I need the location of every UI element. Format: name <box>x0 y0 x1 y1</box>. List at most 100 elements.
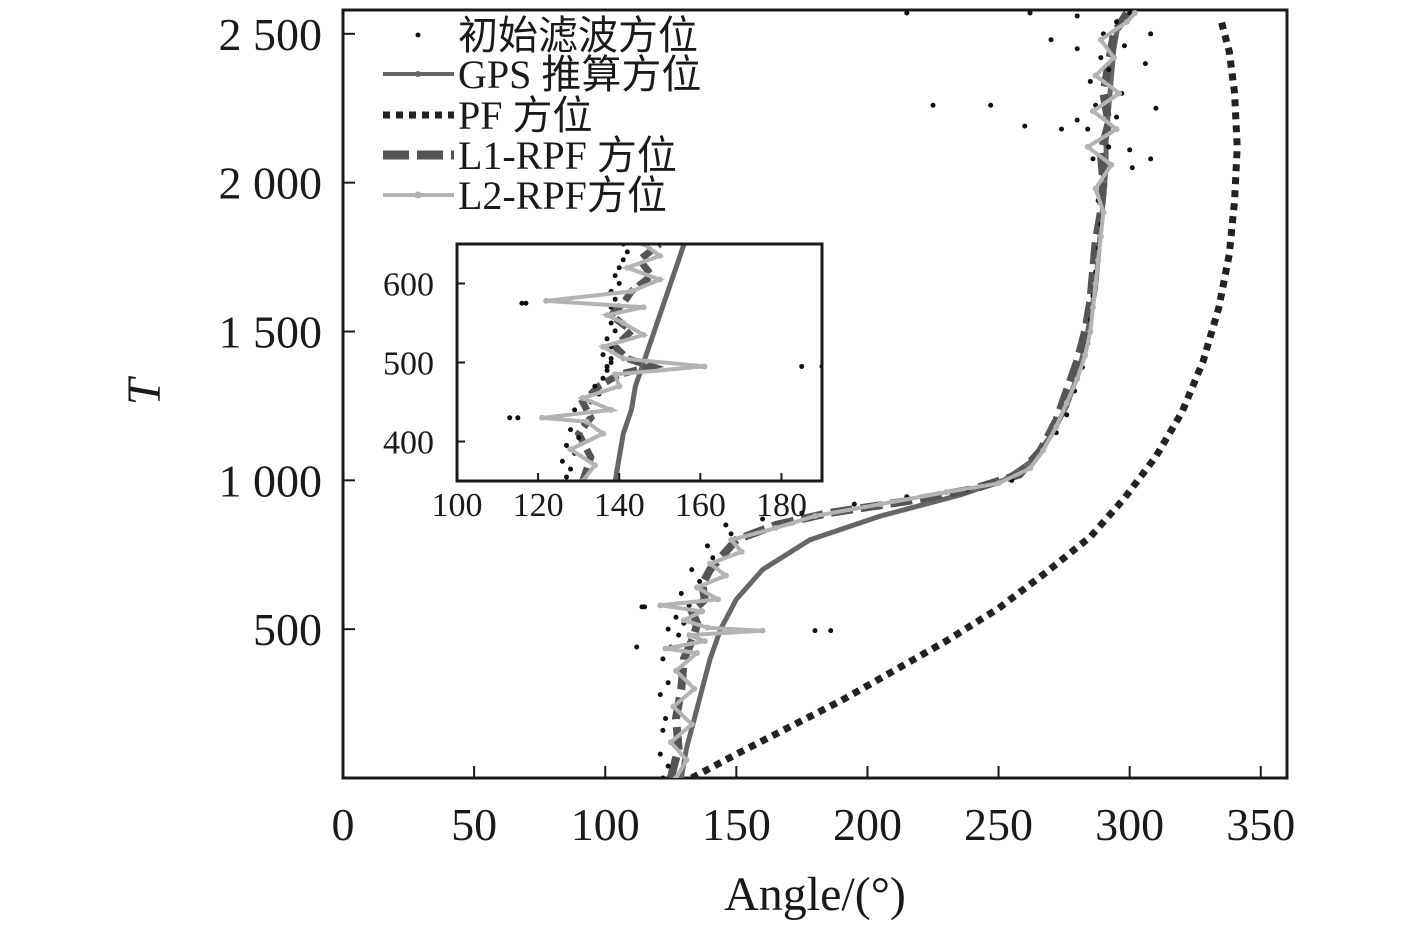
inset-point-l2-rpf <box>608 406 615 413</box>
inset-point-initial-filter <box>600 352 606 358</box>
legend-item-l2-rpf: L2-RPF方位 <box>383 173 667 218</box>
series-l2-rpf <box>657 10 1138 778</box>
legend: 初始滤波方位 GPS 推算方位 PF 方位 L1-RPF 方位 L2-RPF方位 <box>383 13 701 218</box>
x-tick-label: 0 <box>332 799 355 850</box>
inset-point-initial-filter <box>564 474 569 480</box>
inset-x-tick-label: 180 <box>756 487 807 524</box>
point-l2-rpf <box>686 632 693 639</box>
point-initial-filter <box>1022 123 1028 129</box>
point-l2-rpf <box>1040 447 1047 454</box>
inset-point-l2-rpf <box>583 418 590 425</box>
main-plot: 0 50 100 150 200 250 300 350 500 1 000 1 500 2 000… <box>118 8 1295 921</box>
point-l2-rpf <box>673 667 680 674</box>
point-initial-filter <box>665 626 671 632</box>
inset-point-initial-filter <box>624 249 630 255</box>
inset-x-tick-label: 140 <box>594 487 645 524</box>
legend-item-pf: PF 方位 <box>383 93 593 138</box>
point-l2-rpf <box>714 596 721 603</box>
point-l2-rpf <box>877 501 884 508</box>
point-l2-rpf <box>1074 376 1081 383</box>
point-initial-filter <box>1087 78 1093 84</box>
point-l2-rpf <box>1124 18 1131 25</box>
y-axis-title: T <box>118 375 171 405</box>
point-l2-rpf <box>1087 328 1094 335</box>
point-initial-filter <box>660 727 666 733</box>
inset-point-l2-rpf <box>640 331 647 338</box>
inset-point-initial-filter <box>612 273 618 279</box>
legend-label-initial-filter: 初始滤波方位 <box>458 13 698 58</box>
point-l2-rpf <box>738 548 745 555</box>
legend-item-initial-filter: 初始滤波方位 <box>415 13 698 58</box>
point-initial-filter <box>1074 46 1080 52</box>
point-initial-filter <box>710 555 716 561</box>
main-y-ticks: 500 1 000 1 500 2 000 2 500 <box>219 9 355 655</box>
point-l2-rpf <box>699 608 706 615</box>
point-l2-rpf <box>1108 161 1115 168</box>
point-l2-rpf <box>683 757 690 764</box>
point-l2-rpf <box>701 638 708 645</box>
point-initial-filter <box>657 692 663 698</box>
inset-point-initial-filter <box>612 296 618 302</box>
legend-swatch-gps-marker <box>415 71 421 77</box>
point-l2-rpf <box>662 645 669 652</box>
point-initial-filter <box>1127 147 1133 153</box>
x-tick-label: 250 <box>964 799 1033 850</box>
main-plot-frame <box>341 8 1289 780</box>
inset-point-initial-filter <box>564 442 569 448</box>
point-initial-filter <box>1142 61 1148 67</box>
inset-point-initial-filter <box>604 367 610 373</box>
point-l2-rpf <box>1097 36 1104 43</box>
point-l2-rpf <box>759 627 766 634</box>
point-initial-filter <box>1074 13 1080 19</box>
point-l2-rpf <box>1053 423 1060 430</box>
point-l2-rpf <box>722 572 729 579</box>
point-initial-filter <box>1148 156 1154 162</box>
inset-point-l2-rpf <box>612 371 619 378</box>
point-l2-rpf <box>1084 143 1091 150</box>
point-l2-rpf <box>812 513 818 520</box>
inset-point-l2-rpf <box>543 297 550 304</box>
inset-point-l2-rpf <box>640 304 647 311</box>
point-l2-rpf <box>688 721 695 728</box>
y-tick-label: 500 <box>253 604 322 655</box>
point-initial-filter <box>634 644 640 650</box>
point-l2-rpf <box>691 685 698 692</box>
main-series <box>634 10 1241 778</box>
point-initial-filter <box>812 628 818 634</box>
legend-label-l1-rpf: L1-RPF 方位 <box>458 133 677 178</box>
point-initial-filter <box>665 763 671 769</box>
point-l2-rpf <box>1027 465 1034 472</box>
inset-point-l2-rpf <box>579 395 586 402</box>
point-initial-filter <box>904 10 910 16</box>
point-l2-rpf <box>680 617 687 624</box>
point-initial-filter <box>1127 10 1133 16</box>
point-l2-rpf <box>1089 108 1096 115</box>
inset-point-initial-filter <box>608 356 614 362</box>
point-l2-rpf <box>1089 304 1096 311</box>
inset-point-initial-filter <box>616 265 622 271</box>
point-initial-filter <box>660 775 666 778</box>
inset-point-l2-rpf <box>600 430 606 437</box>
point-l2-rpf <box>1092 280 1099 287</box>
series-l2-rpf-line <box>658 11 1137 778</box>
point-initial-filter <box>704 543 710 549</box>
inset-point-l2-rpf <box>539 414 546 421</box>
inset-point-initial-filter <box>604 336 610 342</box>
series-pf <box>690 21 1241 778</box>
y-tick-label: 2 500 <box>219 9 323 60</box>
point-initial-filter <box>676 632 682 638</box>
inset-point-initial-filter <box>799 363 805 369</box>
point-initial-filter <box>1114 19 1120 25</box>
point-initial-filter <box>660 656 666 662</box>
point-initial-filter <box>639 604 645 610</box>
inset-point-initial-filter <box>608 320 614 326</box>
inset-point-l2-rpf <box>624 264 631 271</box>
inset-point-l2-rpf <box>591 462 598 469</box>
point-l2-rpf <box>728 536 735 543</box>
point-l2-rpf <box>1110 54 1117 61</box>
point-l2-rpf <box>704 624 711 631</box>
inset-point-l2-rpf <box>656 252 663 259</box>
point-l2-rpf <box>657 602 664 609</box>
x-tick-label: 300 <box>1095 799 1164 850</box>
